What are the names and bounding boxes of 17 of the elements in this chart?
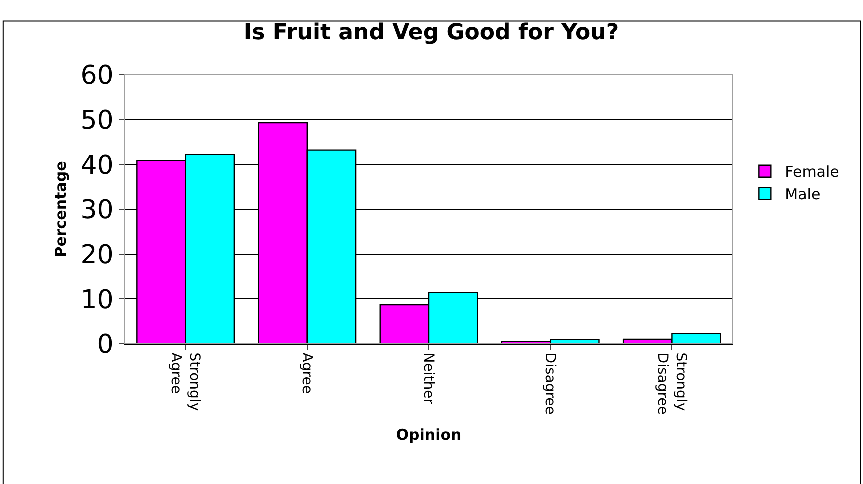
- y-tick-label: 10: [80, 285, 114, 316]
- y-tick-label: 40: [80, 150, 114, 181]
- y-tick-label: 50: [80, 106, 114, 136]
- x-tick-label: Strongly Disagree: [654, 352, 689, 415]
- chart-title: Is Fruit and Veg Good for You?: [244, 20, 620, 46]
- x-tick-label: Agree: [298, 352, 315, 394]
- legend-label: Female: [785, 163, 840, 182]
- y-tick-label: 0: [97, 330, 114, 360]
- x-axis-title: Opinion: [396, 426, 462, 444]
- y-tick-label: 20: [80, 240, 114, 270]
- y-tick-label: 30: [80, 196, 114, 226]
- legend-label: Male: [785, 186, 821, 204]
- x-tick-label: Disagree: [542, 352, 558, 415]
- x-tick-label: Strongly Agree: [168, 352, 202, 412]
- x-tick-label: Neither: [420, 352, 436, 405]
- y-tick-label: 60: [80, 61, 114, 92]
- y-axis-title: Percentage: [52, 161, 70, 258]
